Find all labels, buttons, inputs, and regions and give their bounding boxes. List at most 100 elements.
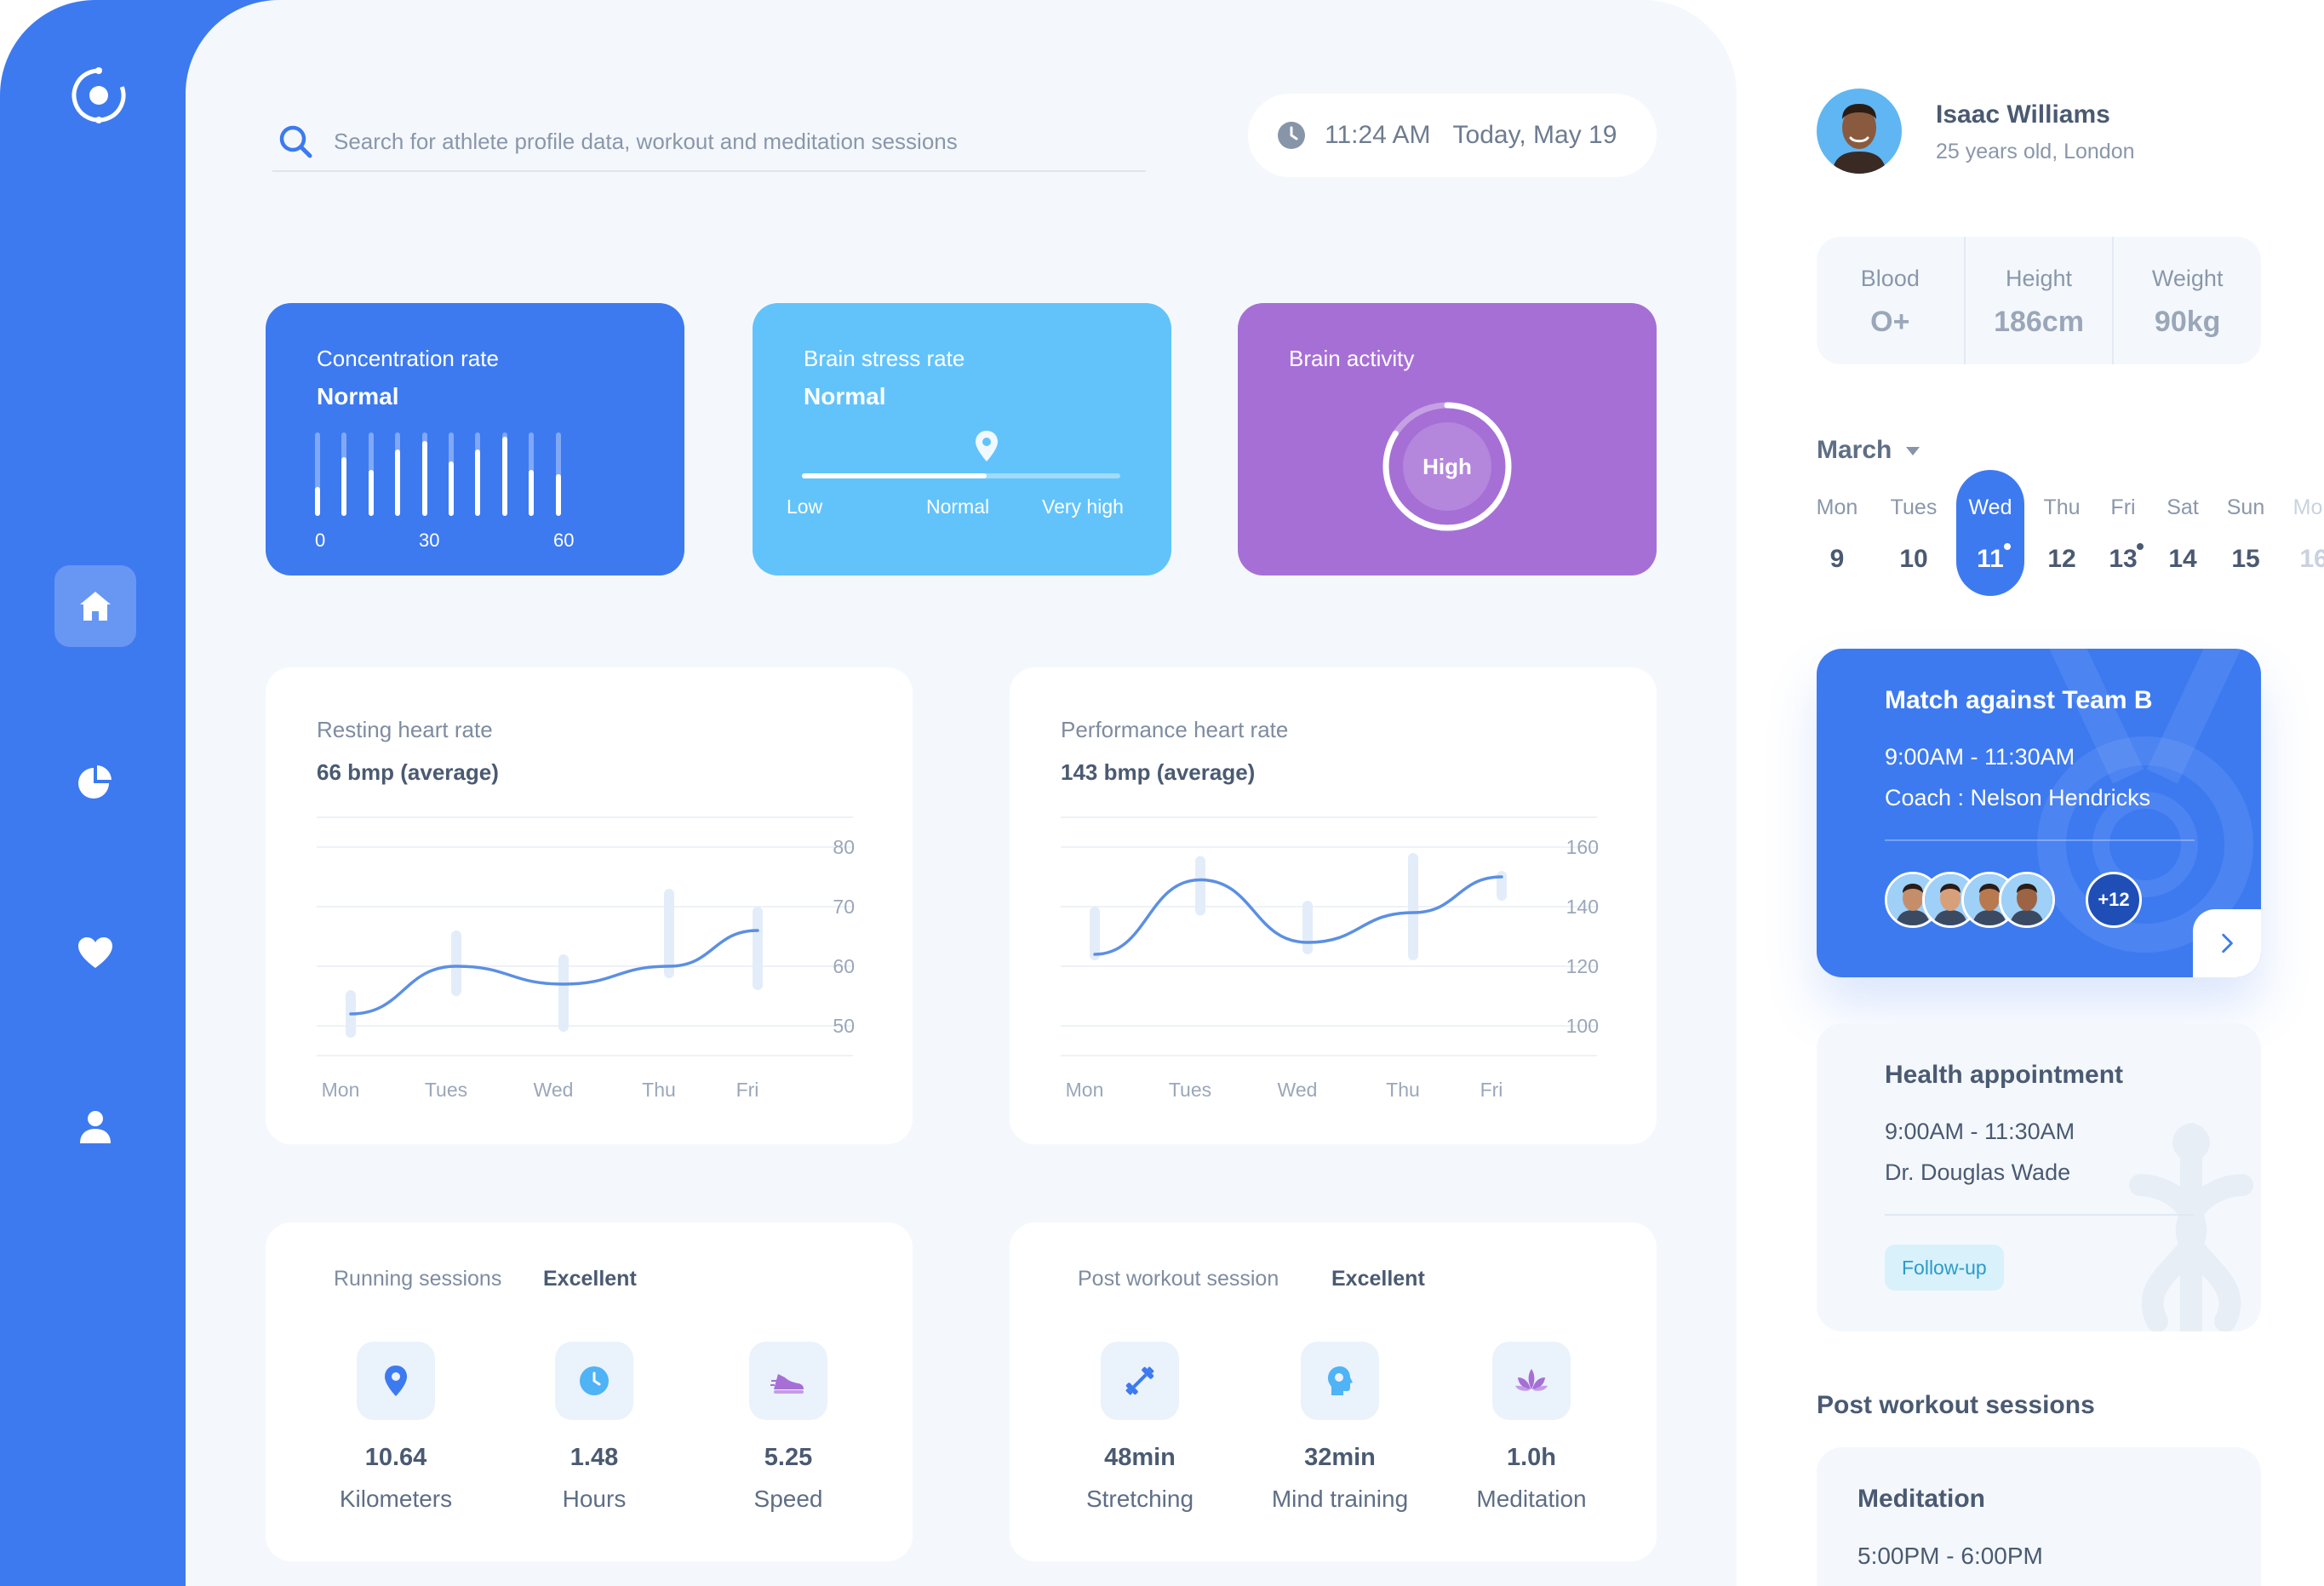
card-title: Brain stress rate xyxy=(804,346,965,371)
performance-heart-chart: 100 120 140 160 Mon Tues Wed Thu Fri xyxy=(1061,816,1599,1101)
app-logo[interactable] xyxy=(66,63,131,128)
appointment-badge[interactable]: Follow-up xyxy=(1885,1245,2004,1291)
y-tick-label: 80 xyxy=(833,836,855,858)
running-sessions-card: Running sessions Excellent 10.64 Kilomet… xyxy=(266,1222,913,1561)
range-bar xyxy=(664,889,674,978)
appointment-time: 9:00AM - 11:30AM xyxy=(1885,1119,2075,1144)
stat-meditation[interactable]: 1.0h Meditation xyxy=(1446,1342,1617,1513)
user-name: Isaac Williams xyxy=(1936,100,2110,129)
y-tick-label: 70 xyxy=(833,896,855,918)
stat-mind-training[interactable]: 32min Mind training xyxy=(1255,1342,1425,1513)
brain-stress-card[interactable]: Brain stress rate Normal Low Normal Very… xyxy=(753,303,1171,575)
post-workout-card: Post workout session Excellent 48min Str… xyxy=(1010,1222,1657,1561)
location-pin-icon xyxy=(976,431,998,461)
more-participants[interactable]: +12 xyxy=(2086,872,2142,928)
brain-level: High xyxy=(1422,453,1472,479)
match-event-card[interactable]: Match against Team B 9:00AM - 11:30AM Co… xyxy=(1817,649,2261,977)
x-tick-label: Wed xyxy=(1278,1079,1318,1101)
scale-label: Very high xyxy=(1042,495,1124,518)
stat-value: 5.25 xyxy=(764,1444,813,1471)
day-number: 14 xyxy=(2168,545,2197,573)
session-title: Running sessions xyxy=(334,1267,502,1291)
range-bar xyxy=(1195,856,1205,916)
bio-value: 90kg xyxy=(2154,306,2221,338)
nav-home[interactable] xyxy=(54,565,136,647)
bio-stats: Blood O+ Height 186cm Weight 90kg xyxy=(1817,237,2261,364)
stat-speed[interactable]: 5.25 Speed xyxy=(703,1342,873,1513)
x-tick-label: Fri xyxy=(736,1079,759,1101)
search-bar[interactable] xyxy=(272,112,1146,172)
calendar-day[interactable]: Mon 16 xyxy=(2280,470,2324,596)
scale-label: Normal xyxy=(926,495,990,518)
concentration-card[interactable]: Concentration rate Normal 0 30 60 xyxy=(266,303,684,575)
calendar-day[interactable]: Fri 13 xyxy=(2089,470,2157,596)
day-name: Wed xyxy=(1968,495,2012,519)
caret-down-icon[interactable] xyxy=(1905,446,1920,456)
month-selector[interactable]: March xyxy=(1817,436,1892,464)
y-tick-label: 50 xyxy=(833,1015,855,1037)
session-grade: Excellent xyxy=(543,1267,637,1291)
calendar-day[interactable]: Sun 15 xyxy=(2212,470,2280,596)
activity-ring xyxy=(1382,402,1512,531)
event-dot xyxy=(2004,543,2011,550)
sneaker-icon xyxy=(770,1374,804,1394)
stat-label: Mind training xyxy=(1271,1486,1409,1512)
user-details: 25 years old, London xyxy=(1936,140,2135,163)
participant-avatar[interactable] xyxy=(1999,872,2055,928)
concentration-bar xyxy=(555,432,561,516)
search-input[interactable] xyxy=(334,128,1100,155)
range-bar xyxy=(451,930,461,996)
chart-title: Resting heart rate xyxy=(317,717,493,742)
post-session-card[interactable]: Meditation 5:00PM - 6:00PM xyxy=(1817,1447,2261,1586)
event-time: 9:00AM - 11:30AM xyxy=(1885,744,2075,770)
x-tick-label: Thu xyxy=(1386,1079,1420,1101)
calendar-day[interactable]: Sat 14 xyxy=(2149,470,2217,596)
bio-value: O+ xyxy=(1870,306,1910,338)
stat-label: Stretching xyxy=(1085,1486,1194,1512)
range-bar xyxy=(1408,853,1418,960)
stat-distance[interactable]: 10.64 Kilometers xyxy=(311,1342,481,1513)
x-tick-label: Tues xyxy=(1169,1079,1211,1101)
concentration-bar-fill xyxy=(315,487,320,516)
heart-icon xyxy=(78,937,112,968)
calendar-day[interactable]: Thu 12 xyxy=(2028,470,2096,596)
x-tick-label: Tues xyxy=(425,1079,467,1101)
day-number: 13 xyxy=(2109,545,2138,573)
nav-stats[interactable] xyxy=(54,741,136,822)
section-title: Post workout sessions xyxy=(1817,1391,2095,1419)
lotus-icon xyxy=(1515,1369,1548,1391)
health-appointment-card[interactable]: Health appointment 9:00AM - 11:30AM Dr. … xyxy=(1817,1023,2261,1331)
concentration-bar-fill xyxy=(341,457,347,516)
chart-title: Performance heart rate xyxy=(1061,717,1289,742)
bio-blood: Blood O+ xyxy=(1817,237,1966,364)
brain-activity-card[interactable]: Brain activity High xyxy=(1238,303,1657,575)
calendar-day[interactable]: Wed 11 xyxy=(1956,470,2024,596)
concentration-bar xyxy=(341,432,347,516)
sidebar xyxy=(0,0,186,1586)
datetime-pill: 11:24 AM Today, May 19 xyxy=(1248,94,1657,177)
nav-health[interactable] xyxy=(54,913,136,994)
home-icon xyxy=(80,592,111,621)
concentration-bar xyxy=(421,432,427,516)
bio-label: Blood xyxy=(1860,266,1920,291)
open-event-button[interactable] xyxy=(2193,909,2261,977)
x-tick-label: Fri xyxy=(1480,1079,1503,1101)
x-tick-label: Thu xyxy=(642,1079,676,1101)
session-time: 5:00PM - 6:00PM xyxy=(1857,1543,2043,1569)
search-icon xyxy=(279,125,312,158)
y-tick-label: 120 xyxy=(1566,955,1599,977)
nav-profile[interactable] xyxy=(54,1086,136,1168)
chevron-right-icon xyxy=(2222,933,2233,953)
stat-stretching[interactable]: 48min Stretching xyxy=(1055,1342,1225,1513)
y-tick-label: 60 xyxy=(833,955,855,977)
calendar-day[interactable]: Mon 9 xyxy=(1803,470,1871,596)
stat-icon-box xyxy=(357,1342,435,1420)
stat-icon-box xyxy=(555,1342,633,1420)
head-icon xyxy=(1328,1366,1353,1395)
bio-label: Height xyxy=(2005,266,2073,291)
calendar-day[interactable]: Tues 10 xyxy=(1880,470,1948,596)
stat-label: Hours xyxy=(562,1486,627,1512)
avatar[interactable] xyxy=(1817,89,1902,174)
concentration-bar-fill xyxy=(421,441,427,516)
stat-duration[interactable]: 1.48 Hours xyxy=(509,1342,679,1513)
